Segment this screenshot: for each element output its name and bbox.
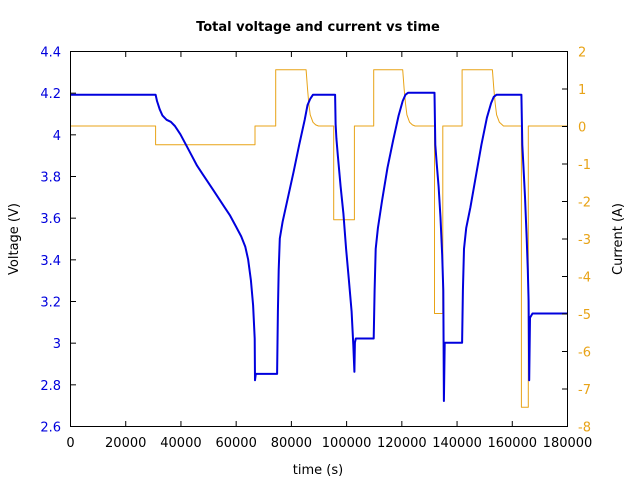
- y-right-tick-label: -2: [578, 196, 591, 211]
- y-right-tick-label: 2: [578, 46, 586, 61]
- x-tick-label: 120000: [377, 436, 427, 451]
- x-axis-label: time (s): [293, 463, 343, 478]
- y-axis-right-label: Current (A): [611, 203, 626, 275]
- y-left-tick-label: 3.6: [40, 212, 61, 227]
- x-tick-label: 100000: [322, 436, 372, 451]
- x-axis: 0 20000 40000 60000 80000 100000 120000 140000 1…: [66, 51, 593, 451]
- x-tick-label: 80000: [271, 436, 312, 451]
- x-tick-label: 140000: [432, 436, 482, 451]
- chart-title: Total voltage and current vs time: [196, 20, 440, 35]
- y-left-tick-label: 2.6: [40, 421, 61, 436]
- y-right-tick-label: -8: [578, 421, 591, 436]
- y-left-tick-label: 3.2: [40, 296, 61, 311]
- y-left-tick-label: 4: [53, 129, 61, 144]
- y-right-tick-label: -5: [578, 308, 591, 323]
- plot-frame: [70, 51, 568, 427]
- x-tick-label: 0: [66, 436, 74, 451]
- x-tick-label: 160000: [487, 436, 537, 451]
- voltage-series-line: [70, 91, 567, 402]
- x-tick-label: 20000: [105, 436, 146, 451]
- y-axis-right: 2 1 0 -1 -2 -3 -4 -5 -6 -7 -8: [562, 46, 591, 436]
- y-left-tick-label: 3.4: [40, 254, 61, 269]
- current-series-line: [70, 69, 567, 408]
- plot-area: [70, 69, 567, 408]
- y-left-tick-label: 3.8: [40, 171, 61, 186]
- x-tick-label: 40000: [160, 436, 201, 451]
- y-left-tick-label: 4.4: [40, 46, 61, 61]
- y-right-tick-label: -6: [578, 346, 591, 361]
- y-axis-left: 2.6 2.8 3 3.2 3.4 3.6 3.8 4 4.2 4.4: [40, 46, 76, 436]
- y-right-tick-label: -7: [578, 383, 591, 398]
- y-right-tick-label: -3: [578, 233, 591, 248]
- y-right-tick-label: -4: [578, 271, 591, 286]
- y-left-tick-label: 4.2: [40, 87, 61, 102]
- y-right-tick-label: 0: [578, 121, 586, 136]
- y-left-tick-label: 3: [53, 337, 61, 352]
- x-tick-label: 180000: [543, 436, 593, 451]
- y-axis-left-label: Voltage (V): [7, 203, 22, 275]
- x-tick-label: 60000: [215, 436, 256, 451]
- y-left-tick-label: 2.8: [40, 379, 61, 394]
- y-right-tick-label: -1: [578, 158, 591, 173]
- y-right-tick-label: 1: [578, 83, 586, 98]
